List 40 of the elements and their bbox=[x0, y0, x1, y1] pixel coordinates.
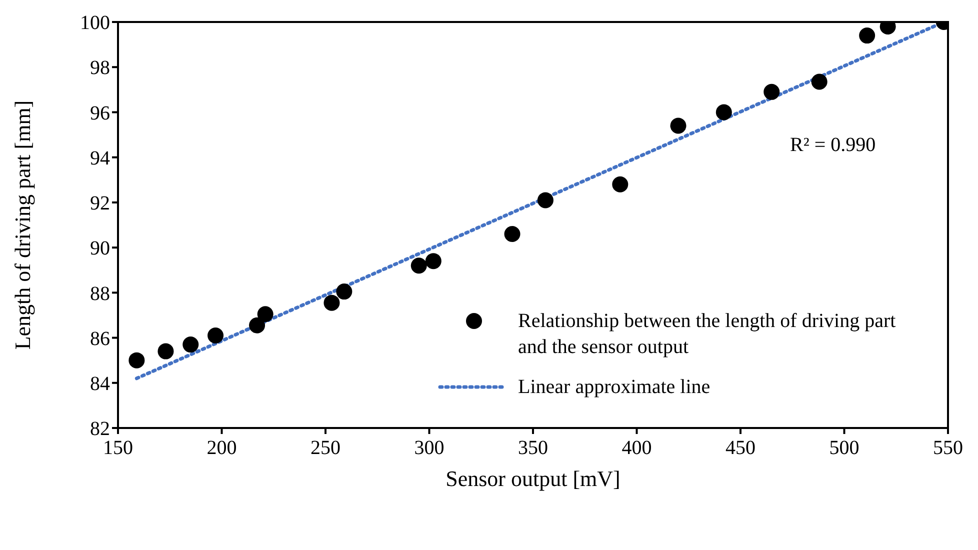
point bbox=[811, 74, 828, 90]
point bbox=[670, 118, 686, 134]
point bbox=[504, 226, 520, 242]
x-tick-label: 350 bbox=[518, 437, 548, 460]
x-tick-label: 250 bbox=[310, 437, 340, 460]
y-tick-label: 100 bbox=[80, 12, 110, 34]
y-axis-title: Length of driving part [mm] bbox=[10, 100, 35, 350]
y-tick-label: 98 bbox=[90, 57, 110, 80]
y-tick-label: 92 bbox=[90, 192, 110, 215]
annotation: R² = 0.990 bbox=[790, 134, 876, 157]
x-axis-title: Sensor output [mV] bbox=[446, 466, 620, 491]
x-tick-label: 400 bbox=[622, 437, 652, 460]
y-tick-label: 96 bbox=[90, 102, 110, 124]
point bbox=[537, 192, 554, 208]
x-tick-label: 550 bbox=[933, 437, 963, 460]
y-tick-label: 90 bbox=[90, 238, 110, 260]
point bbox=[182, 336, 199, 353]
point bbox=[859, 28, 876, 44]
y-tick-label: 84 bbox=[90, 372, 110, 395]
point bbox=[764, 84, 780, 100]
point bbox=[612, 176, 628, 192]
point bbox=[425, 253, 442, 270]
x-tick-label: 450 bbox=[726, 437, 756, 460]
point bbox=[324, 294, 340, 311]
legend-label: Linear approximate line bbox=[518, 375, 710, 400]
point bbox=[716, 104, 732, 120]
point bbox=[336, 284, 352, 300]
point bbox=[410, 258, 427, 274]
legend-label: Relationship between the length of driving part and the sensor output bbox=[518, 309, 897, 360]
x-tick-label: 300 bbox=[414, 437, 444, 460]
y-tick-label: 86 bbox=[90, 328, 110, 350]
x-tick-label: 200 bbox=[206, 437, 237, 460]
y-tick-label: 94 bbox=[90, 147, 110, 170]
y-tick-label: 88 bbox=[90, 282, 110, 305]
point bbox=[249, 317, 266, 334]
x-tick-label: 500 bbox=[829, 437, 860, 460]
point bbox=[257, 306, 274, 322]
point bbox=[208, 328, 224, 344]
point bbox=[158, 343, 174, 360]
point bbox=[128, 352, 145, 368]
